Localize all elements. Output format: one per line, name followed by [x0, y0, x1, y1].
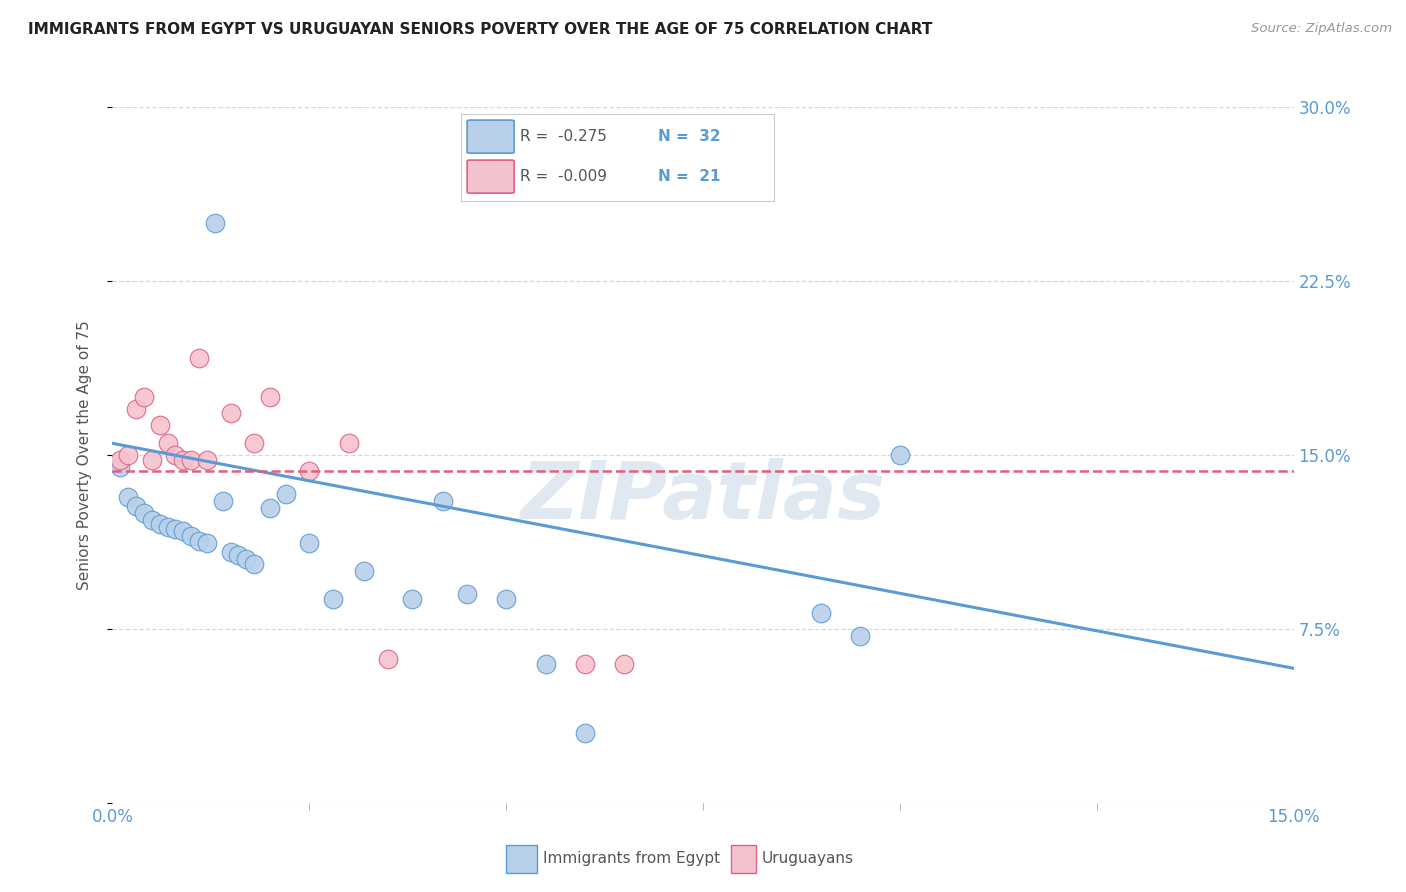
Point	[195, 452, 218, 467]
Point	[574, 657, 596, 671]
Point	[534, 657, 557, 671]
Point	[495, 591, 517, 606]
Point	[204, 216, 226, 230]
Point	[298, 464, 321, 478]
Point	[274, 487, 297, 501]
Text: Source: ZipAtlas.com: Source: ZipAtlas.com	[1251, 22, 1392, 36]
Text: Uruguayans: Uruguayans	[762, 851, 853, 866]
Point	[353, 564, 375, 578]
Point	[180, 452, 202, 467]
Point	[180, 529, 202, 543]
Point	[219, 406, 242, 420]
Point	[132, 506, 155, 520]
Point	[298, 536, 321, 550]
Point	[117, 490, 139, 504]
Point	[149, 517, 172, 532]
Point	[259, 390, 281, 404]
Point	[195, 536, 218, 550]
Point	[110, 452, 132, 467]
Point	[534, 174, 557, 188]
Y-axis label: Seniors Poverty Over the Age of 75: Seniors Poverty Over the Age of 75	[77, 320, 91, 590]
Point	[125, 401, 148, 416]
Point	[810, 606, 832, 620]
Point	[172, 524, 194, 539]
Point	[165, 448, 187, 462]
Point	[156, 436, 179, 450]
Point	[243, 557, 266, 571]
Point	[401, 591, 423, 606]
Point	[219, 545, 242, 559]
Point	[172, 452, 194, 467]
Point	[211, 494, 233, 508]
Point	[322, 591, 344, 606]
Point	[110, 459, 132, 474]
Text: IMMIGRANTS FROM EGYPT VS URUGUAYAN SENIORS POVERTY OVER THE AGE OF 75 CORRELATIO: IMMIGRANTS FROM EGYPT VS URUGUAYAN SENIO…	[28, 22, 932, 37]
Point	[613, 657, 636, 671]
Point	[889, 448, 911, 462]
Point	[456, 587, 478, 601]
Point	[141, 513, 163, 527]
Point	[117, 448, 139, 462]
Point	[188, 351, 211, 365]
Point	[235, 552, 257, 566]
Point	[377, 652, 399, 666]
Bar	[506, 845, 537, 872]
Text: Immigrants from Egypt: Immigrants from Egypt	[543, 851, 720, 866]
Bar	[731, 845, 756, 872]
Point	[125, 499, 148, 513]
Point	[141, 452, 163, 467]
Point	[243, 436, 266, 450]
Point	[432, 494, 454, 508]
Point	[156, 520, 179, 534]
Point	[259, 501, 281, 516]
Point	[849, 629, 872, 643]
Point	[188, 533, 211, 548]
Text: ZIPatlas: ZIPatlas	[520, 458, 886, 536]
Point	[228, 548, 250, 562]
Point	[165, 522, 187, 536]
Point	[149, 417, 172, 432]
Point	[574, 726, 596, 740]
Point	[132, 390, 155, 404]
Point	[337, 436, 360, 450]
